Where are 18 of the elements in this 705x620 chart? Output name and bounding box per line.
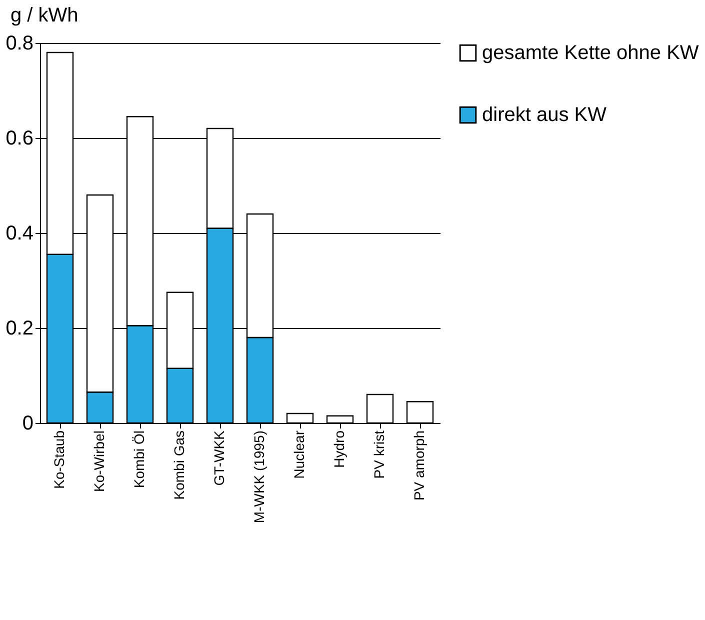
x-tick-label: GT-WKK [211, 430, 227, 486]
legend-label: gesamte Kette ohne KW [482, 42, 699, 64]
y-tick-label: 0.8 [6, 32, 34, 54]
x-tick-label: PV amorph [411, 430, 427, 501]
x-tick-label: M-WKK (1995) [251, 430, 267, 524]
x-tick-label: Kombi Öl [131, 430, 147, 488]
x-tick-label: Ko-Staub [51, 430, 67, 489]
y-tick-label: 0 [22, 412, 34, 434]
legend-label: direkt aus KW [482, 104, 607, 126]
x-tick-label: Kombi Gas [171, 430, 187, 500]
x-tick-label: Ko-Wirbel [91, 430, 107, 492]
x-tick-label: Hydro [331, 430, 347, 468]
x-tick-label: PV krist [371, 430, 387, 479]
y-tick-label: 0.6 [6, 128, 34, 150]
y-tick-label: 0.4 [6, 222, 34, 244]
x-tick-label: Nuclear [291, 430, 307, 479]
y-axis-title: g / kWh [10, 4, 78, 26]
y-tick-label: 0.2 [6, 318, 34, 340]
